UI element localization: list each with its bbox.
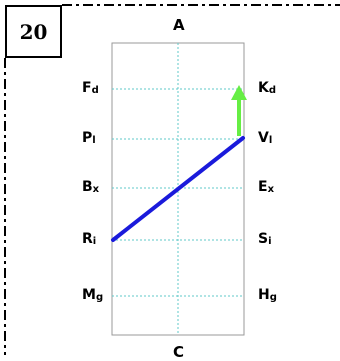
right-label-3-main: E: [258, 179, 268, 195]
right-label-5-main: H: [258, 287, 270, 303]
right-label-5: Hg: [258, 288, 277, 303]
green-arrow-head: [231, 85, 247, 100]
right-label-4-sub: i: [268, 236, 272, 247]
right-label-1: Kd: [258, 81, 276, 96]
left-label-1: Fd: [82, 81, 99, 96]
left-label-4-sub: i: [92, 236, 97, 247]
axis-label-top: A: [173, 16, 185, 34]
axis-label-bottom: C: [173, 343, 185, 361]
right-label-2-sub: l: [268, 135, 273, 146]
left-label-3-sub: x: [92, 184, 100, 195]
right-label-3-sub: x: [267, 184, 275, 195]
problem-number: 20: [19, 19, 48, 44]
right-label-1-main: K: [258, 80, 269, 96]
left-label-5-sub: g: [95, 292, 104, 303]
left-label-5-main: M: [82, 287, 96, 303]
green-arrow: [231, 85, 247, 136]
left-label-1-main: F: [82, 80, 92, 96]
right-label-4: Si: [258, 232, 272, 247]
problem-number-box: 20: [5, 5, 62, 58]
blue-segment: [111, 136, 245, 242]
left-label-3-main: B: [82, 179, 93, 195]
right-label-2: Vl: [258, 131, 272, 146]
right-label-4-main: S: [258, 231, 269, 247]
left-label-3: Bx: [82, 180, 99, 195]
left-label-4-main: R: [82, 231, 93, 247]
right-label-2-main: V: [258, 130, 269, 146]
left-label-1-sub: d: [91, 85, 99, 96]
right-label-5-sub: g: [269, 292, 277, 303]
right-label-1-sub: d: [268, 85, 277, 96]
left-label-5: Mg: [82, 288, 103, 303]
left-label-2-sub: l: [92, 135, 96, 146]
left-label-4: Ri: [82, 232, 96, 247]
left-label-2: Pl: [82, 131, 96, 146]
right-label-3: Ex: [258, 180, 274, 195]
left-label-2-main: P: [82, 130, 93, 146]
